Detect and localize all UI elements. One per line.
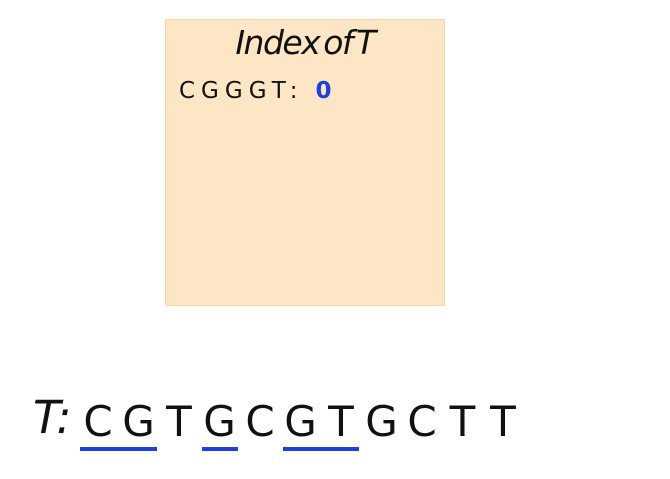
text-label: T: [33,391,72,444]
match-underline [282,447,359,451]
sequence-char: G [122,397,155,446]
sequence-char: T [328,397,354,446]
match-underline [201,447,238,451]
sequence-char: T [166,397,192,446]
sequence-char: T [490,397,516,446]
sequence-char: G [365,397,398,446]
index-entry-value: 0 [315,78,332,104]
sequence-char: G [203,397,236,446]
sequence-char: C [83,397,113,446]
index-title: Index of T [235,23,376,62]
sequence-char: C [407,397,437,446]
index-of-t-box: Index of T CGGGT: 0 [165,19,445,306]
sequence-char: T [449,397,476,446]
index-entry-separator: : [289,78,298,104]
sequence-char: G [284,397,317,446]
sequence-char: C [245,397,275,446]
index-entry-key: CGGGT [179,78,292,104]
match-underline [80,447,157,451]
index-entry: CGGGT: 0 [179,76,332,106]
